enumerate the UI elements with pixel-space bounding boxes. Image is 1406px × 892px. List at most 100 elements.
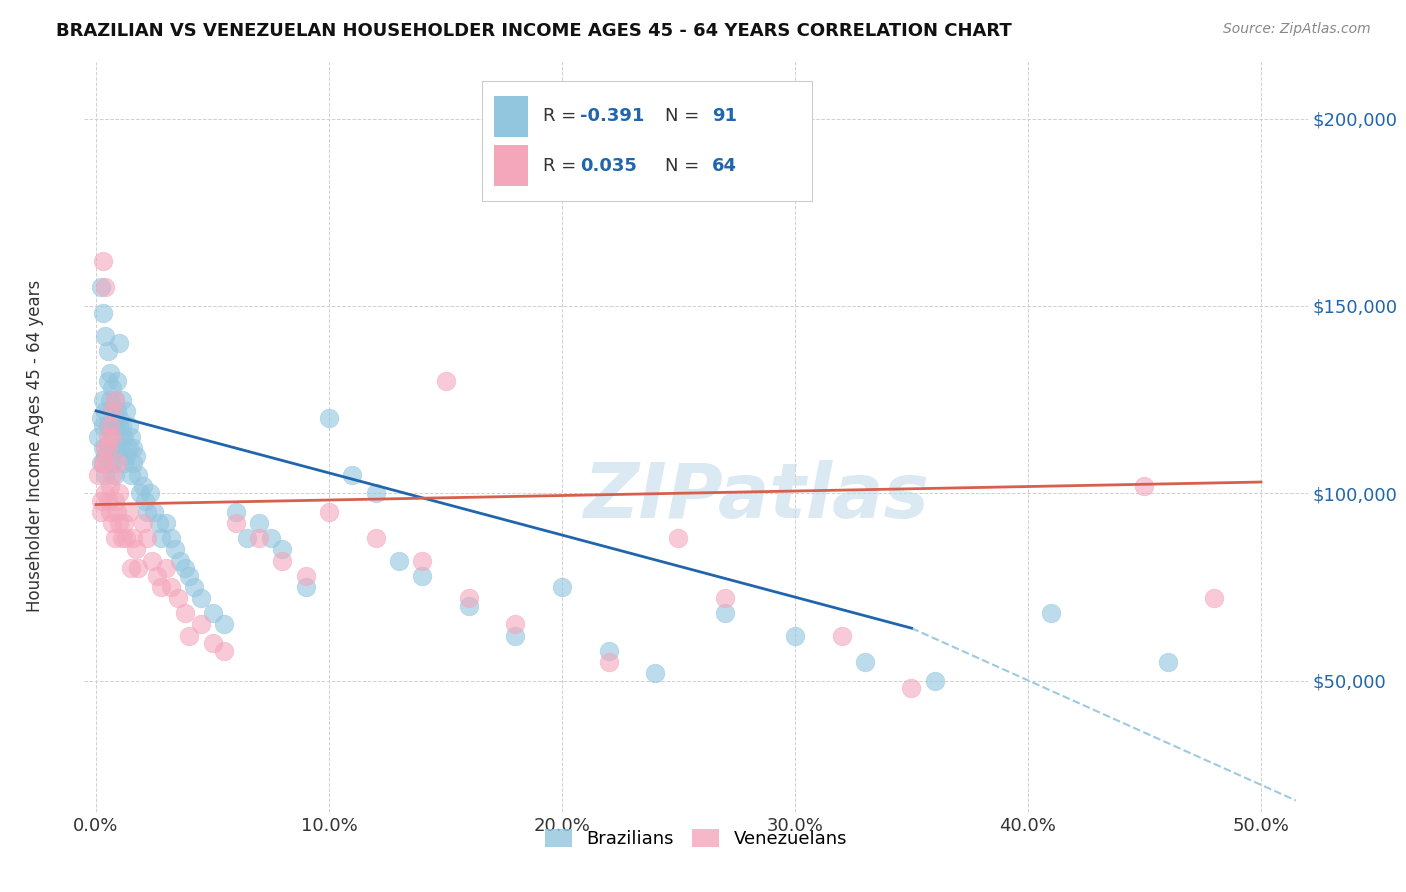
Point xyxy=(1133,479,1156,493)
Point xyxy=(108,411,131,425)
Point xyxy=(783,629,806,643)
Point xyxy=(668,531,690,545)
Point xyxy=(101,430,124,444)
Point xyxy=(91,456,114,470)
Point xyxy=(111,531,134,545)
Point xyxy=(97,430,120,444)
Point xyxy=(90,280,112,294)
Point xyxy=(122,531,145,545)
Point xyxy=(117,418,139,433)
Point xyxy=(91,456,114,470)
Point xyxy=(108,442,131,456)
Point xyxy=(98,505,121,519)
Point xyxy=(97,456,120,470)
Point xyxy=(183,580,205,594)
Point xyxy=(120,561,142,575)
Point xyxy=(900,681,922,695)
Point xyxy=(112,430,135,444)
Point xyxy=(104,493,127,508)
Point xyxy=(91,392,114,407)
Point xyxy=(644,666,666,681)
Point xyxy=(166,591,188,606)
Point xyxy=(97,374,120,388)
Point xyxy=(91,254,114,268)
Point xyxy=(117,442,139,456)
Point xyxy=(105,404,128,418)
Point xyxy=(434,374,457,388)
Point xyxy=(124,542,146,557)
Point xyxy=(190,617,212,632)
Point xyxy=(159,580,181,594)
Point xyxy=(129,486,152,500)
Point xyxy=(108,418,131,433)
Point xyxy=(457,599,479,613)
Point xyxy=(714,591,737,606)
Point xyxy=(411,568,433,582)
Point xyxy=(104,531,127,545)
Text: R =: R = xyxy=(543,107,582,126)
Point xyxy=(271,554,294,568)
Point xyxy=(104,442,127,456)
Point xyxy=(94,467,117,482)
Point xyxy=(120,467,142,482)
Point xyxy=(97,418,120,433)
Point xyxy=(94,280,117,294)
Text: ZIPatlas: ZIPatlas xyxy=(583,460,931,534)
Point xyxy=(598,655,620,669)
Text: Source: ZipAtlas.com: Source: ZipAtlas.com xyxy=(1223,22,1371,37)
Point xyxy=(924,673,946,688)
Point xyxy=(112,516,135,531)
Point xyxy=(122,456,145,470)
Point xyxy=(111,430,134,444)
Point xyxy=(91,442,114,456)
Point xyxy=(111,392,134,407)
Point xyxy=(108,516,131,531)
Point xyxy=(101,381,124,395)
Point xyxy=(98,418,121,433)
Point xyxy=(148,516,170,531)
Point xyxy=(1040,606,1063,620)
Point xyxy=(105,418,128,433)
Point xyxy=(138,486,160,500)
Point xyxy=(831,629,853,643)
Point xyxy=(364,531,387,545)
Text: Householder Income Ages 45 - 64 years: Householder Income Ages 45 - 64 years xyxy=(27,280,44,612)
Point xyxy=(111,418,134,433)
Point xyxy=(131,479,153,493)
Point xyxy=(247,516,270,531)
Point xyxy=(179,568,201,582)
Point xyxy=(98,442,121,456)
Point xyxy=(98,479,121,493)
Point xyxy=(91,306,114,320)
Point xyxy=(127,467,149,482)
Point xyxy=(94,329,117,343)
Text: 91: 91 xyxy=(711,107,737,126)
Point xyxy=(101,467,124,482)
Point xyxy=(173,561,195,575)
Point xyxy=(318,411,340,425)
Point xyxy=(155,561,177,575)
Point xyxy=(551,580,574,594)
Point xyxy=(853,655,876,669)
Point xyxy=(104,392,127,407)
Point xyxy=(115,449,138,463)
Point xyxy=(714,606,737,620)
Point xyxy=(112,456,135,470)
Point xyxy=(505,617,527,632)
Point xyxy=(101,456,124,470)
Point xyxy=(201,636,224,650)
Point xyxy=(105,456,128,470)
Text: N =: N = xyxy=(665,107,706,126)
Point xyxy=(388,554,411,568)
Point xyxy=(173,606,195,620)
Point xyxy=(98,367,121,381)
Point xyxy=(90,456,112,470)
Point xyxy=(225,516,247,531)
Point xyxy=(122,442,145,456)
Point xyxy=(143,505,166,519)
Point xyxy=(120,430,142,444)
Point xyxy=(294,568,316,582)
Point xyxy=(165,542,187,557)
Point xyxy=(108,336,131,351)
Point xyxy=(94,404,117,418)
